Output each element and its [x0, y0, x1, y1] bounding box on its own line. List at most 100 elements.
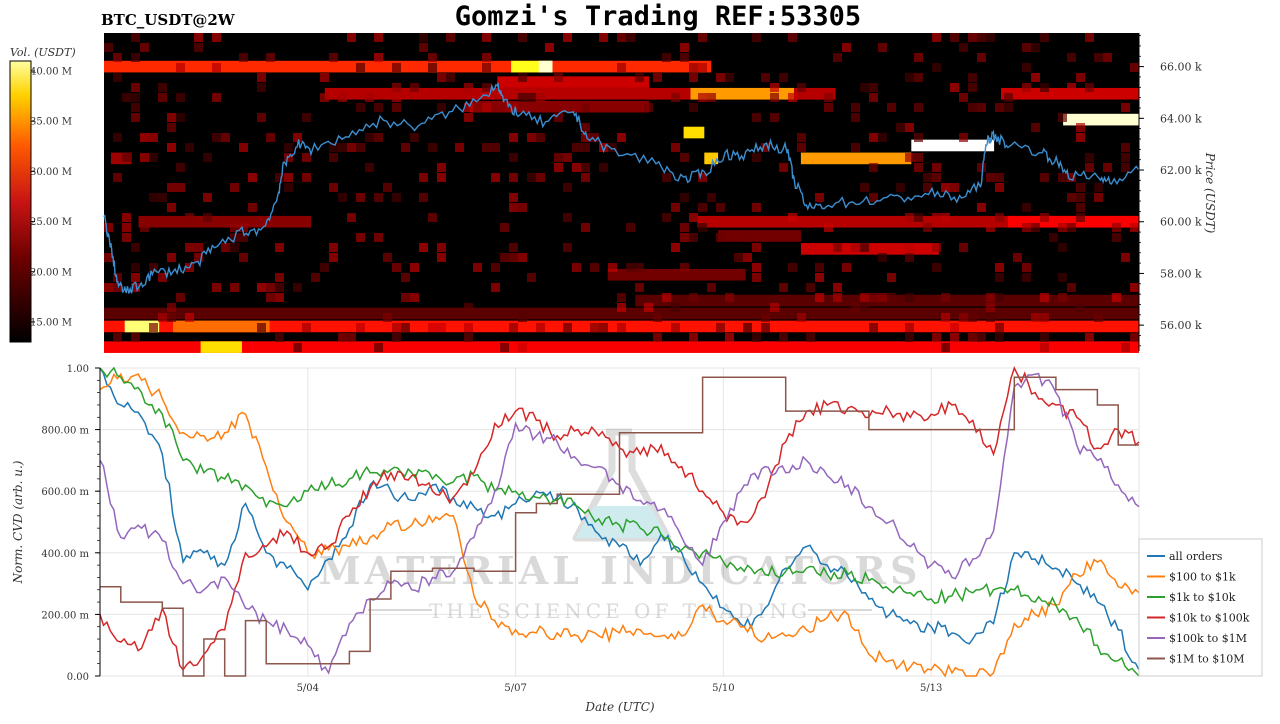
heatmap-noise-cell — [968, 103, 977, 112]
heatmap-liquidity-band — [104, 307, 1139, 320]
heatmap-noise-cell — [968, 83, 977, 92]
heatmap-noise-cell — [1085, 333, 1094, 342]
heatmap-noise-cell — [977, 203, 986, 212]
heatmap-noise-cell — [392, 93, 401, 102]
price-axis-label: Price (USDT) — [1203, 152, 1217, 234]
heatmap-noise-cell — [689, 333, 698, 342]
heatmap-noise-cell — [302, 173, 311, 182]
colorbar-tick-label: 30.00 M — [30, 167, 72, 178]
heatmap-noise-cell — [1067, 193, 1076, 202]
heatmap-noise-cell — [878, 133, 887, 142]
heatmap-noise-cell — [986, 303, 995, 312]
heatmap-noise-cell — [1058, 173, 1067, 182]
heatmap-noise-cell — [176, 183, 185, 192]
heatmap-noise-cell — [932, 173, 941, 182]
heatmap-noise-cell — [554, 153, 563, 162]
heatmap-noise-cell — [437, 173, 446, 182]
heatmap-noise-cell — [221, 133, 230, 142]
heatmap-noise-cell — [536, 323, 545, 332]
heatmap-noise-cell — [131, 283, 140, 292]
heatmap-noise-cell — [158, 313, 167, 322]
heatmap-noise-cell — [581, 143, 590, 152]
heatmap-noise-cell — [932, 163, 941, 172]
heatmap-noise-cell — [806, 333, 815, 342]
heatmap-noise-cell — [1058, 243, 1067, 252]
heatmap-noise-cell — [644, 103, 653, 112]
heatmap-noise-cell — [167, 303, 176, 312]
heatmap-noise-cell — [743, 323, 752, 332]
heatmap-noise-cell — [689, 293, 698, 302]
heatmap-noise-cell — [491, 263, 500, 272]
heatmap-noise-cell — [140, 153, 149, 162]
heatmap-noise-cell — [716, 323, 725, 332]
heatmap-noise-cell — [1094, 183, 1103, 192]
heatmap-noise-cell — [698, 63, 707, 72]
heatmap-noise-cell — [239, 253, 248, 262]
heatmap-noise-cell — [581, 163, 590, 172]
legend-label: $1k to $10k — [1169, 591, 1236, 604]
heatmap-noise-cell — [932, 333, 941, 342]
heatmap-noise-cell — [113, 133, 122, 142]
heatmap-liquidity-band — [511, 60, 553, 73]
heatmap-noise-cell — [347, 333, 356, 342]
heatmap-panel: 66.00 k 64.00 k 62.00 k 60.00 k 58.00 k 56.00… — [103, 33, 1217, 353]
heatmap-noise-cell — [1076, 133, 1085, 142]
heatmap-noise-cell — [1076, 303, 1085, 312]
heatmap-noise-cell — [671, 143, 680, 152]
cvd-y-tick-label: 600.00 m — [41, 487, 89, 498]
heatmap-noise-cell — [122, 153, 131, 162]
heatmap-noise-cell — [257, 323, 266, 332]
cvd-x-tick-label: 5/13 — [920, 683, 942, 694]
heatmap-noise-cell — [131, 243, 140, 252]
heatmap-noise-cell — [689, 73, 698, 82]
heatmap-noise-cell — [833, 243, 842, 252]
heatmap-noise-cell — [329, 153, 338, 162]
heatmap-noise-cell — [689, 233, 698, 242]
heatmap-noise-cell — [176, 63, 185, 72]
heatmap-noise-cell — [518, 33, 527, 42]
heatmap-noise-cell — [770, 83, 779, 92]
heatmap-noise-cell — [743, 253, 752, 262]
heatmap-noise-cell — [149, 133, 158, 142]
heatmap-noise-cell — [824, 103, 833, 112]
price-line — [103, 82, 1140, 294]
heatmap-noise-cell — [509, 243, 518, 252]
heatmap-noise-cell — [545, 43, 554, 52]
heatmap-noise-cell — [995, 273, 1004, 282]
heatmap-noise-cell — [653, 333, 662, 342]
heatmap-noise-cell — [401, 273, 410, 282]
heatmap-noise-cell — [1049, 233, 1058, 242]
heatmap-noise-cell — [1094, 53, 1103, 62]
heatmap-noise-cell — [329, 243, 338, 252]
heatmap-noise-cell — [707, 283, 716, 292]
heatmap-noise-cell — [1067, 83, 1076, 92]
heatmap-noise-cell — [869, 163, 878, 172]
heatmap-noise-cell — [680, 53, 689, 62]
heatmap-noise-cell — [437, 243, 446, 252]
heatmap-noise-cell — [1022, 273, 1031, 282]
heatmap-noise-cell — [878, 293, 887, 302]
heatmap-noise-cell — [491, 283, 500, 292]
price-tick-label: 64.00 k — [1160, 112, 1202, 125]
heatmap-noise-cell — [1031, 43, 1040, 52]
heatmap-noise-cell — [392, 63, 401, 72]
heatmap-noise-cell — [239, 223, 248, 232]
heatmap-noise-cell — [617, 323, 626, 332]
heatmap-noise-cell — [212, 133, 221, 142]
heatmap-noise-cell — [995, 263, 1004, 272]
heatmap-noise-cell — [167, 313, 176, 322]
heatmap-noise-cell — [851, 143, 860, 152]
heatmap-noise-cell — [590, 133, 599, 142]
heatmap-noise-cell — [950, 333, 959, 342]
heatmap-noise-cell — [923, 223, 932, 232]
heatmap-noise-cell — [761, 143, 770, 152]
heatmap-noise-cell — [581, 223, 590, 232]
heatmap-noise-cell — [392, 103, 401, 112]
heatmap-noise-cell — [248, 203, 257, 212]
heatmap-noise-cell — [554, 163, 563, 172]
heatmap-noise-cell — [554, 113, 563, 122]
heatmap-noise-cell — [1085, 153, 1094, 162]
heatmap-noise-cell — [347, 33, 356, 42]
heatmap-noise-cell — [995, 183, 1004, 192]
